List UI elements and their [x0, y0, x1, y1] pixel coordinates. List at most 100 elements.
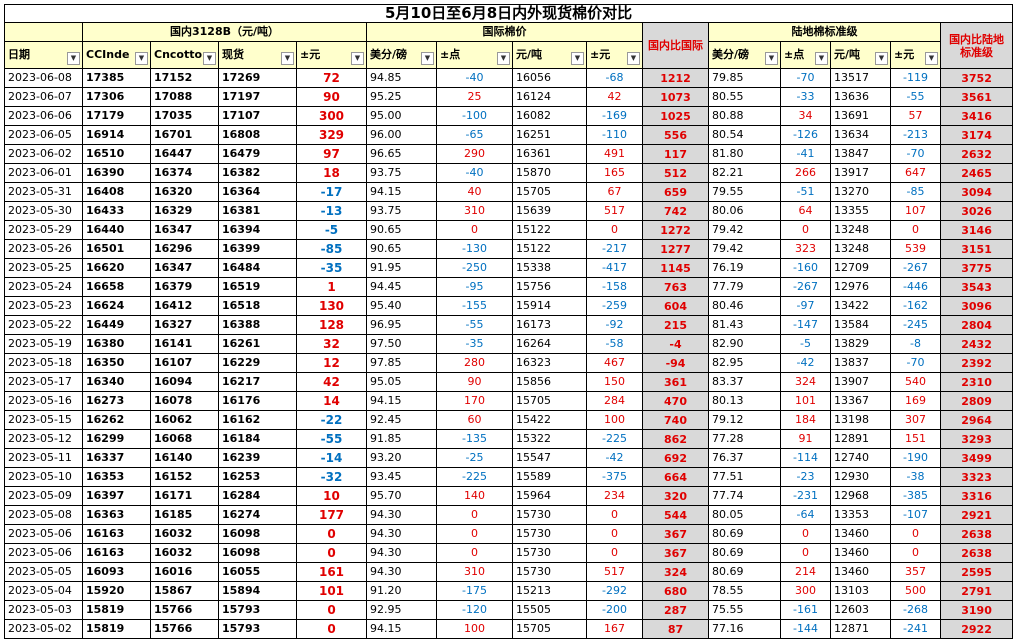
filter-button[interactable]: ▼ [497, 52, 510, 65]
table-cell: 280 [436, 353, 513, 373]
table-cell: 16347 [150, 220, 219, 240]
table-cell: 2023-06-02 [4, 144, 83, 164]
filter-button[interactable]: ▼ [765, 52, 778, 65]
filter-button[interactable]: ▼ [627, 52, 640, 65]
table-cell: 75.55 [708, 600, 781, 620]
table-cell: 1212 [642, 68, 709, 88]
table-cell: 539 [890, 239, 941, 259]
filter-button[interactable]: ▼ [67, 52, 80, 65]
table-cell: 13460 [830, 543, 891, 563]
table-cell: 740 [642, 410, 709, 430]
table-cell: 16374 [150, 163, 219, 183]
table-row: 2023-05-18 16350 16107 16229 12 97.85 280 16323… [4, 353, 1014, 373]
table-cell: 16364 [218, 182, 297, 202]
table-cell: 15730 [512, 505, 587, 525]
table-cell: -17 [296, 182, 367, 202]
column-header: CCInde ▼ [82, 41, 151, 69]
table-cell: 16284 [218, 486, 297, 506]
filter-button[interactable]: ▼ [421, 52, 434, 65]
table-cell: 16107 [150, 353, 219, 373]
table-cell: 2023-05-04 [4, 581, 83, 601]
table-cell: -55 [436, 315, 513, 335]
table-cell: 2922 [939, 619, 1014, 639]
table-cell: 0 [890, 524, 941, 544]
table-cell: 107 [890, 201, 941, 221]
filter-button[interactable]: ▼ [875, 52, 888, 65]
table-title: 5月10日至6月8日内外现货棉价对比 [3, 4, 1014, 23]
table-cell: -231 [780, 486, 831, 506]
table-cell: 2023-05-10 [4, 467, 83, 487]
table-cell: 80.13 [708, 391, 781, 411]
table-cell: 15639 [512, 201, 587, 221]
table-cell: 16620 [82, 258, 151, 278]
filter-button[interactable]: ▼ [203, 52, 216, 65]
table-cell: -217 [586, 239, 643, 259]
column-header: 国内比国际 [642, 22, 709, 69]
table-row: 2023-05-22 16449 16327 16388 128 96.95 -55 1617… [4, 315, 1014, 335]
column-header: 国内比陆地标准级 [939, 22, 1014, 69]
table-cell: 2023-05-25 [4, 258, 83, 278]
filter-button[interactable]: ▼ [281, 52, 294, 65]
column-header: ±点 ▼ [780, 41, 831, 69]
table-cell: 0 [436, 220, 513, 240]
filter-button[interactable]: ▼ [925, 52, 938, 65]
table-cell: 90.65 [366, 220, 437, 240]
empty-cell [4, 22, 83, 42]
table-cell: 17306 [82, 87, 151, 107]
table-cell: 3146 [939, 220, 1014, 240]
table-cell: 470 [642, 391, 709, 411]
table-cell: 16380 [82, 334, 151, 354]
table-cell: 80.05 [708, 505, 781, 525]
table-cell: -70 [890, 144, 941, 164]
table-cell: 15338 [512, 258, 587, 278]
table-cell: 15122 [512, 239, 587, 259]
table-cell: 16078 [150, 391, 219, 411]
table-cell: -32 [296, 467, 367, 487]
table-cell: 13353 [830, 505, 891, 525]
table-cell: 72 [296, 68, 367, 88]
table-cell: 16329 [150, 201, 219, 221]
table-cell: 80.88 [708, 106, 781, 126]
table-cell: 15870 [512, 163, 587, 183]
table-cell: -241 [890, 619, 941, 639]
table-row: 2023-05-30 16433 16329 16381 -13 93.75 310 1563… [4, 201, 1014, 221]
filter-button[interactable]: ▼ [815, 52, 828, 65]
table-cell: 300 [296, 106, 367, 126]
table-cell: -225 [586, 429, 643, 449]
table-cell: 3026 [939, 201, 1014, 221]
table-cell: 18 [296, 163, 367, 183]
table-cell: 16484 [218, 258, 297, 278]
table-cell: 15914 [512, 296, 587, 316]
table-cell: 3561 [939, 87, 1014, 107]
table-cell: -268 [890, 600, 941, 620]
table-cell: 2023-06-01 [4, 163, 83, 183]
table-cell: 234 [586, 486, 643, 506]
table-cell: 79.42 [708, 220, 781, 240]
table-cell: 12 [296, 353, 367, 373]
filter-button[interactable]: ▼ [571, 52, 584, 65]
column-header: Cncotto ▼ [150, 41, 219, 69]
table-cell: 97.50 [366, 334, 437, 354]
table-cell: 15793 [218, 619, 297, 639]
table-cell: 140 [436, 486, 513, 506]
table-row: 2023-05-03 15819 15766 15793 0 92.95 -120 15505… [4, 600, 1014, 620]
table-cell: -92 [586, 315, 643, 335]
table-cell: -245 [890, 315, 941, 335]
table-cell: 10 [296, 486, 367, 506]
table-cell: 692 [642, 448, 709, 468]
table-cell: 91.95 [366, 258, 437, 278]
table-cell: 15322 [512, 429, 587, 449]
table-cell: -41 [780, 144, 831, 164]
table-cell: 329 [296, 125, 367, 145]
table-cell: -200 [586, 600, 643, 620]
table-cell: 1 [296, 277, 367, 297]
table-cell: 77.74 [708, 486, 781, 506]
table-cell: 15213 [512, 581, 587, 601]
table-cell: 2023-05-18 [4, 353, 83, 373]
table-cell: -107 [890, 505, 941, 525]
table-cell: -119 [890, 68, 941, 88]
filter-button[interactable]: ▼ [351, 52, 364, 65]
filter-button[interactable]: ▼ [135, 52, 148, 65]
table-cell: 2023-06-05 [4, 125, 83, 145]
